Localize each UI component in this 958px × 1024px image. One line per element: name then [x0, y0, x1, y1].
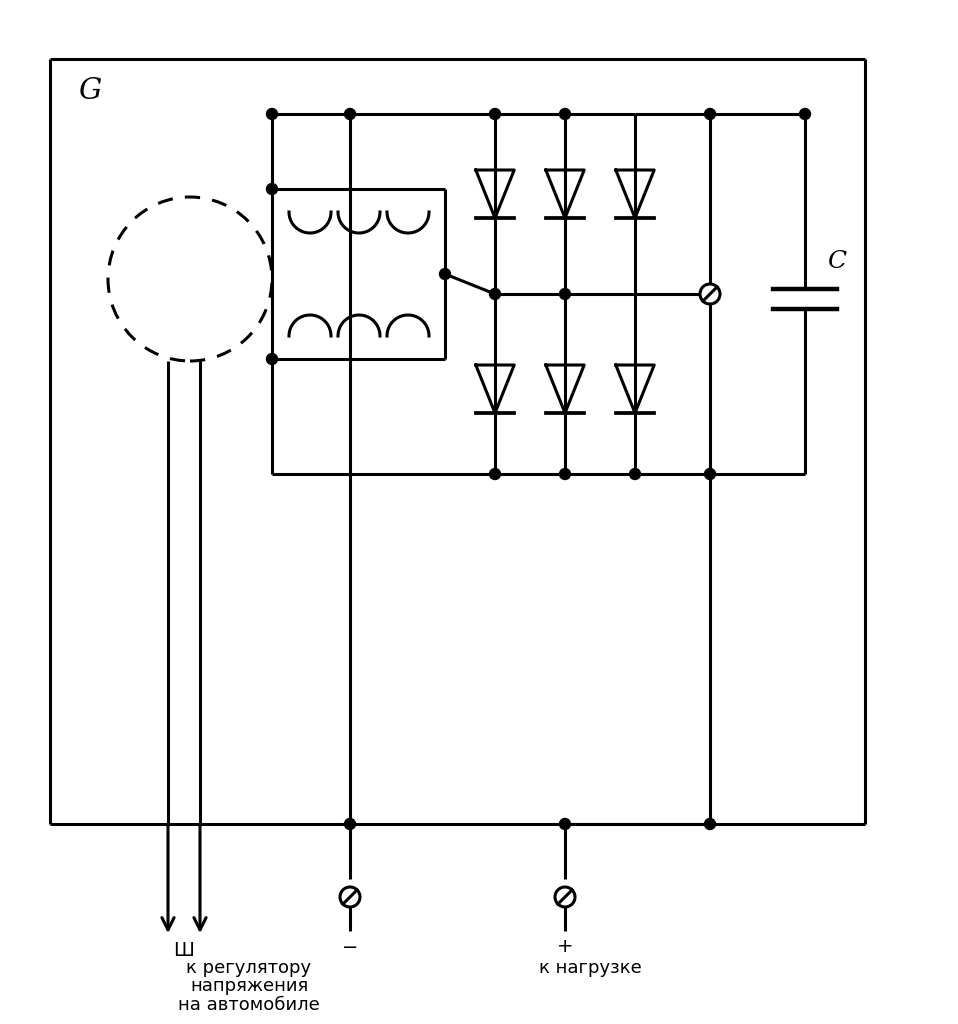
Circle shape — [440, 268, 450, 280]
Circle shape — [555, 887, 575, 907]
Circle shape — [559, 469, 571, 479]
Circle shape — [704, 469, 716, 479]
Circle shape — [629, 469, 641, 479]
Circle shape — [800, 109, 810, 120]
Text: +: + — [557, 938, 573, 956]
Circle shape — [490, 109, 500, 120]
Circle shape — [266, 183, 278, 195]
Circle shape — [700, 284, 720, 304]
Circle shape — [266, 109, 278, 120]
Text: Ш: Ш — [173, 941, 194, 961]
Text: напряжения: напряжения — [190, 977, 308, 995]
Circle shape — [704, 109, 716, 120]
Text: на автомобиле: на автомобиле — [178, 996, 320, 1014]
Circle shape — [704, 818, 716, 829]
Circle shape — [490, 289, 500, 299]
Circle shape — [345, 818, 355, 829]
Circle shape — [490, 469, 500, 479]
Text: −: − — [342, 938, 358, 956]
Text: G: G — [78, 77, 102, 105]
Text: к нагрузке: к нагрузке — [538, 959, 641, 977]
Circle shape — [266, 353, 278, 365]
Circle shape — [559, 109, 571, 120]
Circle shape — [340, 887, 360, 907]
Circle shape — [559, 289, 571, 299]
Text: C: C — [827, 250, 846, 272]
Circle shape — [559, 818, 571, 829]
Text: к регулятору: к регулятору — [187, 959, 311, 977]
Circle shape — [345, 109, 355, 120]
